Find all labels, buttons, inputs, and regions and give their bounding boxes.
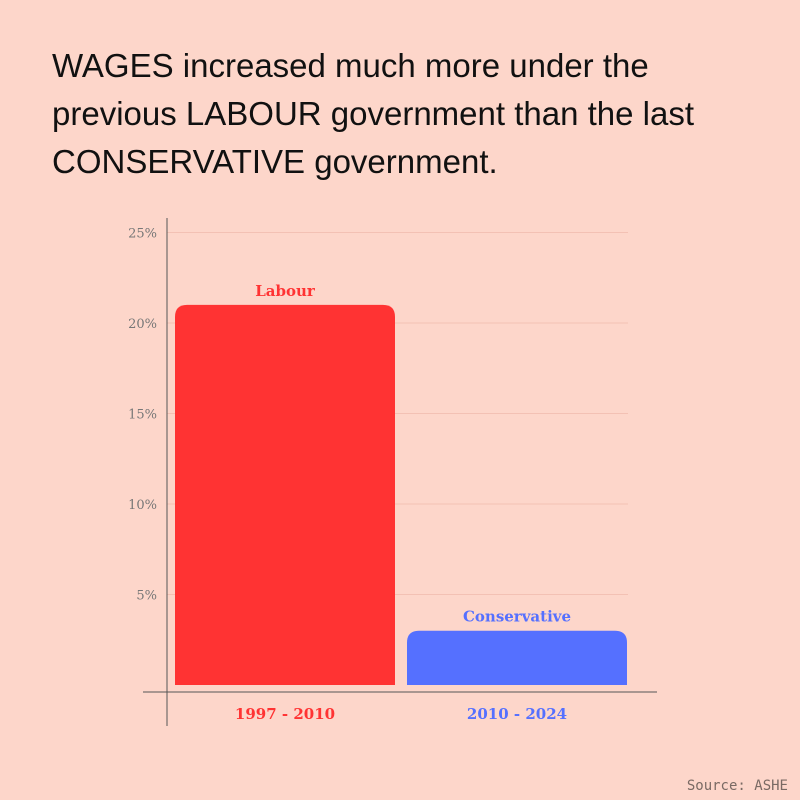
bars [175,304,627,685]
x-tick-label: 2010 - 2024 [467,705,567,723]
y-tick-label: 5% [136,589,157,604]
axes [143,218,657,726]
bar-label: Conservative [463,608,571,626]
source-note: Source: ASHE [686,778,788,794]
y-tick-label: 20% [128,317,157,332]
bar-label: Labour [255,282,316,300]
labels: 5% 10% 15% 20% 25% Labour 1997 - 2010 Conservat… [128,227,571,724]
bar [407,630,627,685]
y-tick-label: 15% [128,408,157,423]
x-tick-label: 1997 - 2010 [235,705,335,723]
y-tick-label: 25% [128,227,157,242]
chart-title: WAGES increased much more under the prev… [52,47,695,180]
y-tick-label: 10% [128,498,157,513]
bar [175,304,395,685]
